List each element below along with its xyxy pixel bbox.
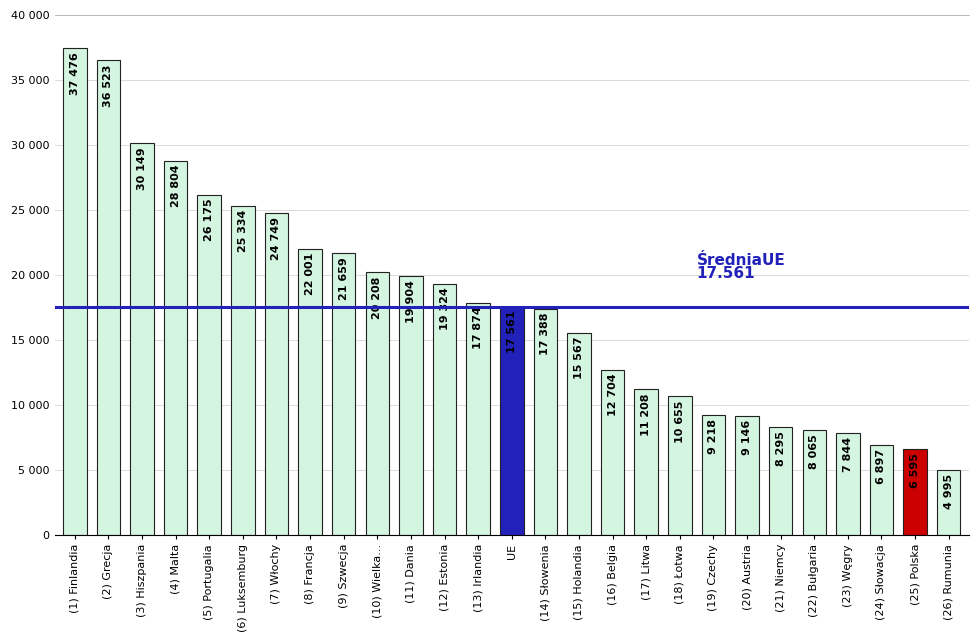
Bar: [433, 284, 457, 535]
Bar: [130, 143, 154, 535]
Bar: [869, 445, 893, 535]
Bar: [63, 48, 86, 535]
Text: 19 324: 19 324: [439, 287, 450, 331]
Text: 17 388: 17 388: [540, 313, 551, 356]
Bar: [904, 449, 927, 535]
Bar: [601, 370, 624, 535]
Text: 19 904: 19 904: [406, 280, 416, 323]
Bar: [97, 60, 121, 535]
Bar: [937, 470, 960, 535]
Text: 6 595: 6 595: [910, 453, 920, 488]
Text: 12 704: 12 704: [608, 374, 617, 416]
Bar: [702, 415, 725, 535]
Text: 4 995: 4 995: [944, 474, 954, 509]
Bar: [265, 213, 288, 535]
Bar: [567, 332, 591, 535]
Bar: [769, 427, 793, 535]
Text: 28 804: 28 804: [171, 165, 180, 207]
Text: 37 476: 37 476: [70, 52, 79, 95]
Bar: [500, 307, 523, 535]
Text: 6 897: 6 897: [876, 449, 887, 484]
Bar: [803, 430, 826, 535]
Text: 21 659: 21 659: [339, 257, 349, 300]
Text: 26 175: 26 175: [204, 199, 215, 241]
Text: 11 208: 11 208: [641, 393, 651, 435]
Text: 8 065: 8 065: [809, 434, 819, 469]
Text: 30 149: 30 149: [137, 147, 147, 190]
Bar: [366, 272, 389, 535]
Text: 24 749: 24 749: [271, 217, 281, 260]
Text: 15 567: 15 567: [574, 336, 584, 379]
Text: 17 561: 17 561: [507, 311, 516, 353]
Text: 9 146: 9 146: [742, 420, 752, 455]
Text: 17.561: 17.561: [697, 266, 756, 281]
Bar: [533, 309, 557, 535]
Bar: [197, 195, 220, 535]
Text: 7 844: 7 844: [843, 437, 853, 472]
Text: 9 218: 9 218: [709, 419, 718, 454]
Text: 25 334: 25 334: [238, 210, 248, 252]
Text: 22 001: 22 001: [305, 253, 315, 295]
Text: ŚredniaUE: ŚredniaUE: [697, 253, 785, 267]
Bar: [332, 253, 356, 535]
Bar: [298, 249, 321, 535]
Text: 8 295: 8 295: [775, 431, 786, 466]
Bar: [466, 303, 490, 535]
Bar: [164, 161, 187, 535]
Bar: [668, 397, 692, 535]
Text: 10 655: 10 655: [675, 401, 685, 442]
Bar: [231, 206, 255, 535]
Bar: [836, 433, 859, 535]
Bar: [735, 416, 759, 535]
Text: 20 208: 20 208: [372, 276, 382, 318]
Text: 36 523: 36 523: [103, 64, 114, 107]
Bar: [399, 276, 422, 535]
Bar: [634, 389, 658, 535]
Text: 17 874: 17 874: [473, 307, 483, 349]
